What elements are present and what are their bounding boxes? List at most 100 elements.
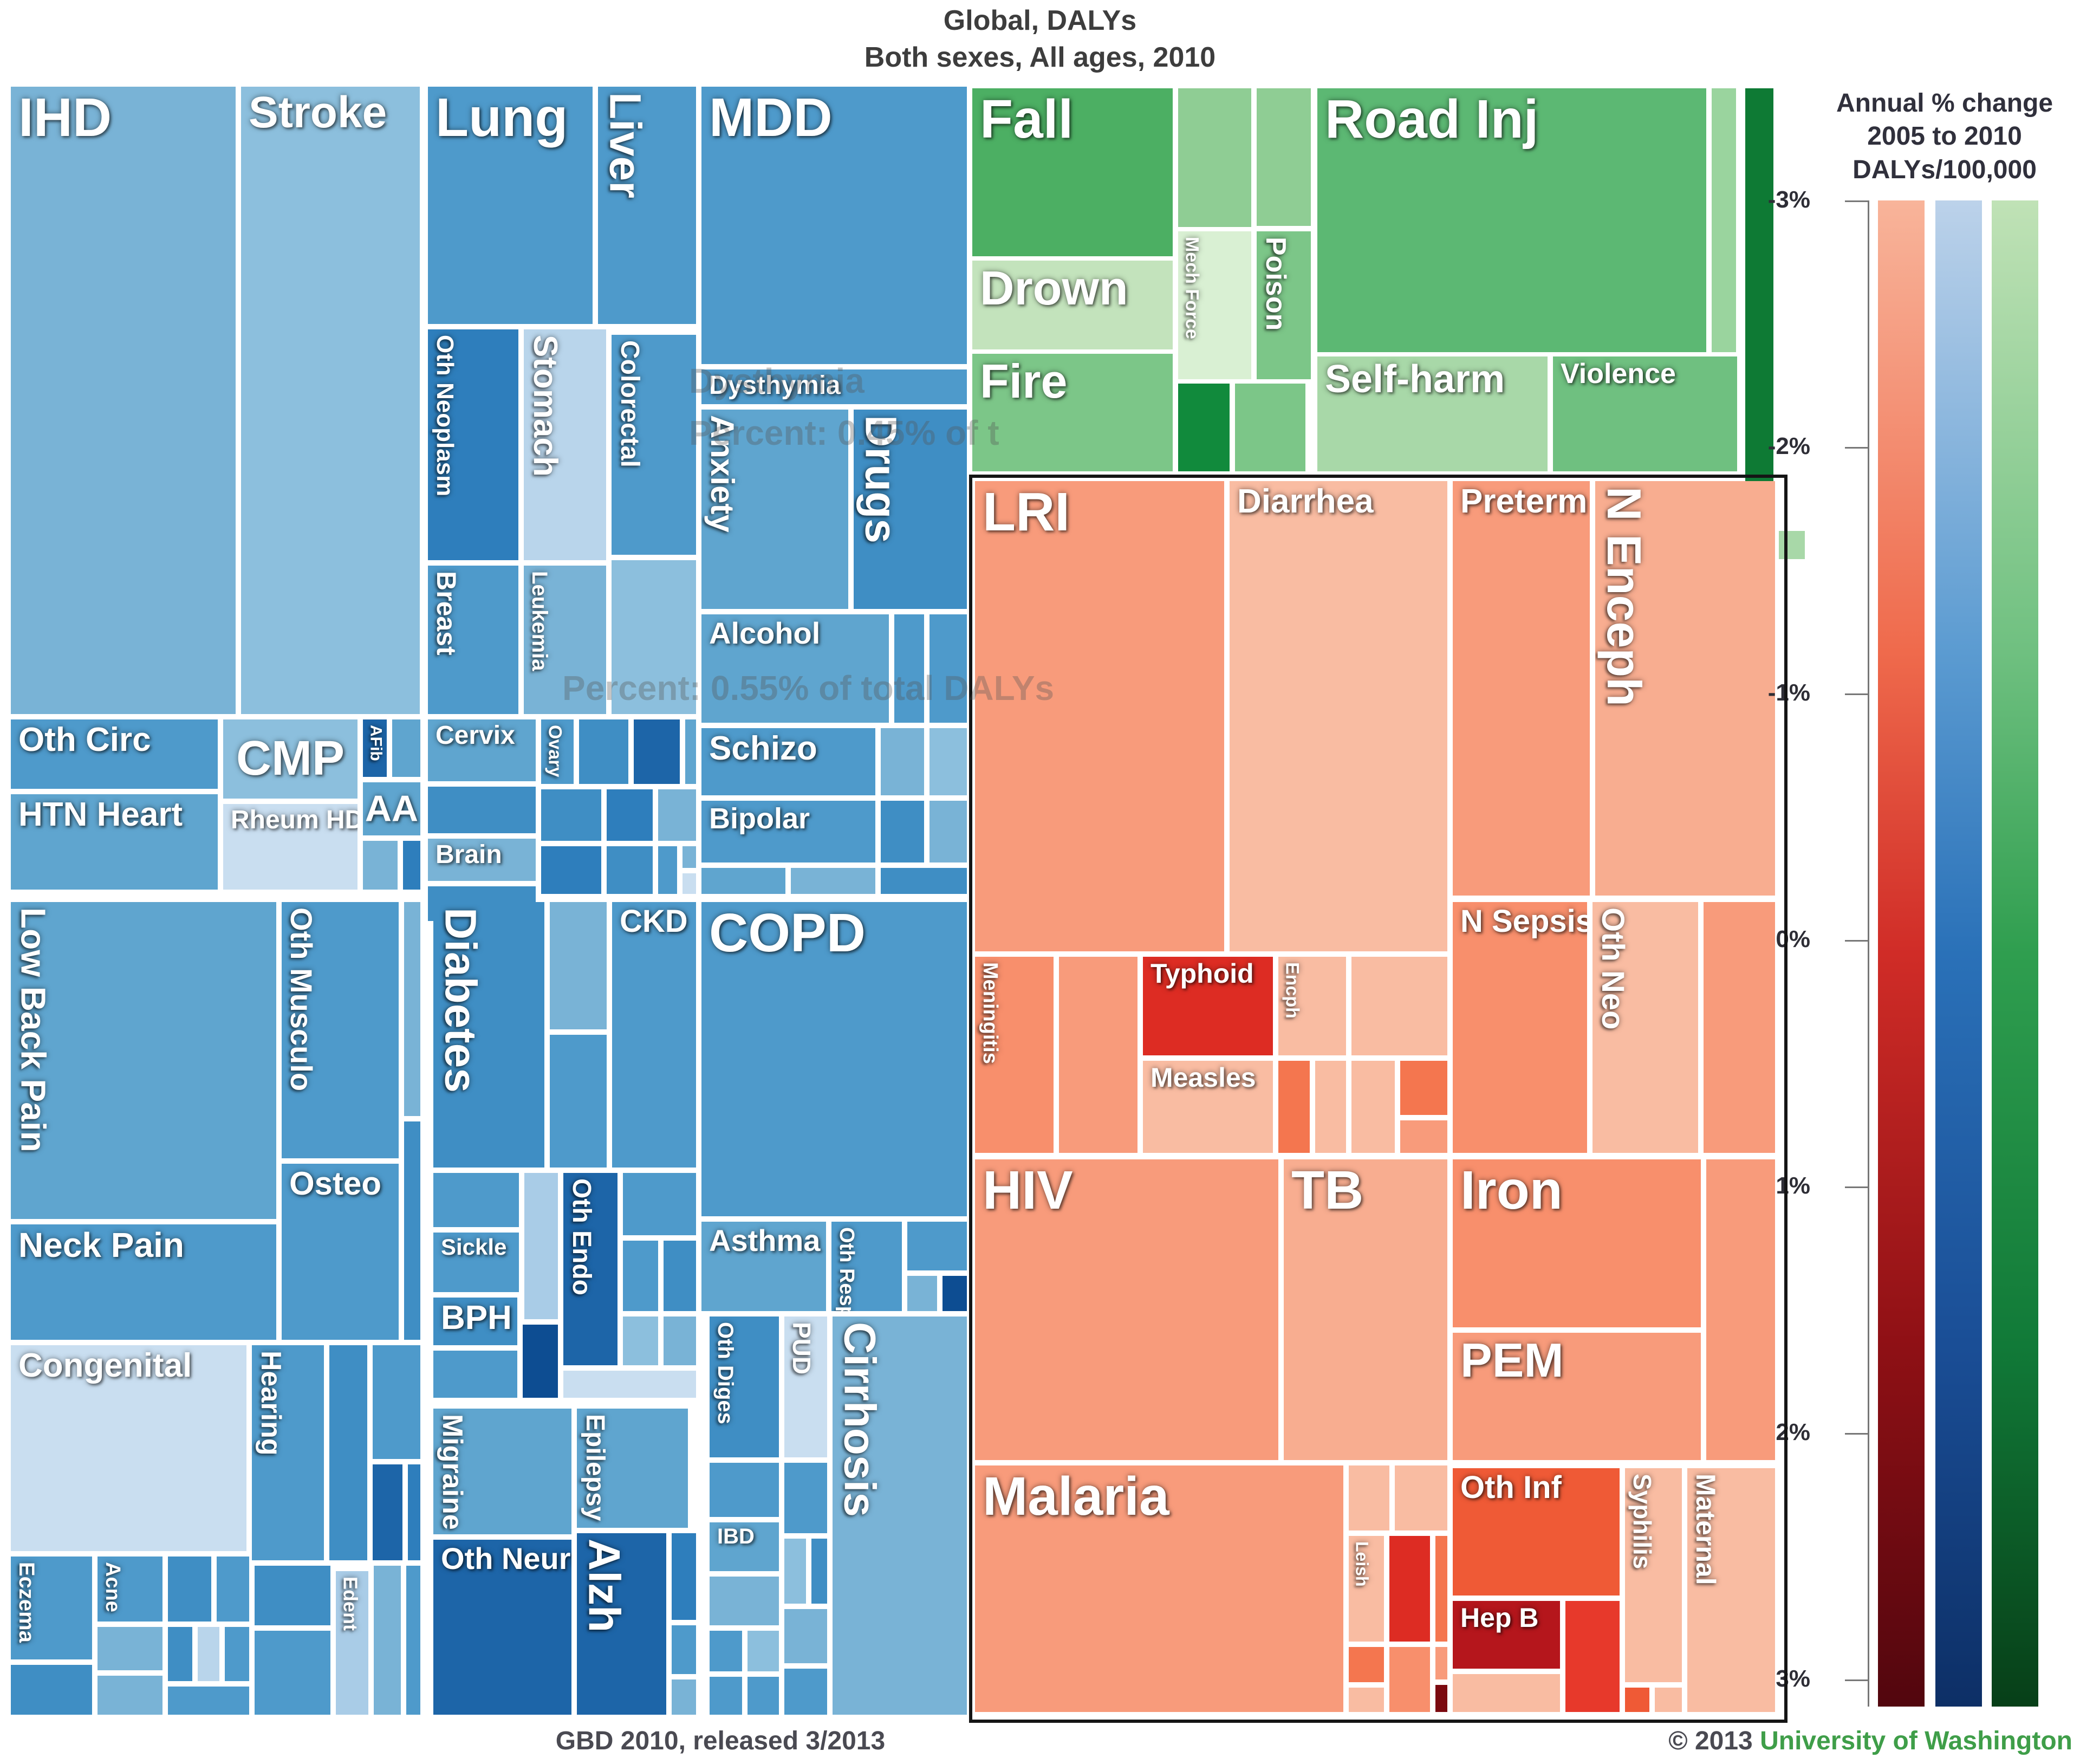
treemap-cell-self-harm[interactable]: Self-harm <box>1317 356 1548 471</box>
treemap-cell-measles[interactable]: Measles <box>1143 1061 1273 1153</box>
treemap-cell-maternal[interactable]: Maternal <box>1687 1468 1775 1712</box>
treemap-cell-pud[interactable]: PUD <box>784 1316 827 1457</box>
treemap-cell[interactable] <box>710 1631 742 1671</box>
treemap-cell-oth-endo[interactable]: Oth Endo <box>563 1173 618 1365</box>
treemap-cell-ibd[interactable]: IBD <box>710 1522 779 1571</box>
treemap-cell[interactable] <box>1704 902 1775 1153</box>
treemap-cell-oth-neo[interactable]: Oth Neo <box>1592 902 1698 1153</box>
treemap-cell[interactable] <box>672 1679 696 1715</box>
treemap-cell-copd[interactable]: COPD <box>701 902 967 1216</box>
treemap-cell-oth-circ[interactable]: Oth Circ <box>11 719 218 789</box>
treemap-cell[interactable] <box>623 1173 696 1235</box>
treemap-cell[interactable] <box>406 1566 420 1715</box>
treemap-cell-afib[interactable]: AFib <box>363 719 387 777</box>
treemap-cell-oth-resp[interactable]: Oth Resp <box>831 1222 902 1311</box>
treemap-cell[interactable] <box>255 1631 330 1715</box>
treemap-cell-sickle[interactable]: Sickle <box>433 1233 519 1292</box>
treemap-cell[interactable] <box>881 801 924 862</box>
treemap-cell-mdd[interactable]: MDD <box>701 87 967 364</box>
treemap-cell[interactable] <box>1400 1061 1447 1115</box>
treemap-cell[interactable] <box>404 902 420 1116</box>
treemap-cell[interactable] <box>791 868 875 894</box>
treemap-cell[interactable] <box>1400 1120 1447 1153</box>
treemap-cell-hearing[interactable]: Hearing <box>252 1345 324 1560</box>
treemap-cell-pem[interactable]: PEM <box>1453 1333 1701 1460</box>
treemap-cell[interactable] <box>403 841 420 890</box>
treemap-cell[interactable] <box>1706 1159 1775 1460</box>
treemap-cell-ckd[interactable]: CKD <box>612 902 696 1168</box>
treemap-cell[interactable] <box>550 1035 607 1168</box>
treemap-cell[interactable] <box>929 801 967 862</box>
treemap-cell-tb[interactable]: TB <box>1284 1159 1447 1460</box>
treemap-cell-mech-force[interactable]: Mech Force <box>1178 231 1251 379</box>
treemap-cell[interactable] <box>929 614 967 723</box>
treemap-cell[interactable] <box>658 789 696 841</box>
treemap-cell-aa[interactable]: AA <box>363 782 420 835</box>
treemap-cell[interactable] <box>784 1463 827 1533</box>
treemap-cell[interactable] <box>1625 1688 1649 1712</box>
treemap-cell-low-back-pain[interactable]: Low Back Pain <box>11 902 276 1219</box>
treemap-cell[interactable] <box>541 789 601 841</box>
treemap-cell-malaria[interactable]: Malaria <box>975 1465 1343 1712</box>
treemap-cell-ovary[interactable]: Ovary <box>541 719 574 784</box>
treemap-cell[interactable] <box>748 1631 779 1671</box>
treemap-cell[interactable] <box>710 1463 779 1517</box>
treemap-cell[interactable] <box>1745 88 1773 527</box>
treemap-cell[interactable] <box>1235 384 1305 471</box>
treemap-cell-htn-heart[interactable]: HTN Heart <box>11 794 218 890</box>
treemap-cell[interactable] <box>579 719 628 784</box>
treemap-cell[interactable] <box>255 1566 330 1625</box>
treemap-cell-lung[interactable]: Lung <box>428 87 593 324</box>
treemap-cell[interactable] <box>563 1371 696 1398</box>
treemap-cell[interactable] <box>907 1276 937 1311</box>
treemap-cell[interactable] <box>217 1557 249 1622</box>
treemap-cell[interactable] <box>1779 531 1805 559</box>
treemap-cell[interactable] <box>682 873 696 894</box>
treemap-cell-migraine[interactable]: Migraine <box>433 1409 571 1534</box>
treemap-cell[interactable] <box>433 1351 517 1398</box>
treemap-cell[interactable] <box>881 728 924 795</box>
treemap-cell[interactable] <box>682 846 696 868</box>
treemap-cell[interactable] <box>672 1625 696 1674</box>
treemap-cell-leish[interactable]: Leish <box>1349 1536 1384 1642</box>
treemap-cell[interactable] <box>98 1676 162 1715</box>
treemap-cell-syphilis[interactable]: Syphilis <box>1625 1468 1682 1682</box>
treemap-cell[interactable] <box>658 846 677 894</box>
treemap-cell-oth-musculo[interactable]: Oth Musculo <box>282 902 399 1158</box>
treemap-cell-acne[interactable]: Acne <box>98 1557 162 1622</box>
treemap-cell[interactable] <box>710 1677 742 1715</box>
treemap-cell[interactable] <box>710 1577 779 1625</box>
treemap-cell[interactable] <box>784 1609 827 1663</box>
treemap-cell-ihd[interactable]: IHD <box>11 87 236 714</box>
treemap-cell-eczema[interactable]: Eczema <box>11 1557 92 1659</box>
treemap-cell-anxiety[interactable]: Anxiety <box>701 410 848 609</box>
treemap-cell[interactable] <box>623 1241 658 1311</box>
treemap-cell[interactable] <box>329 1345 367 1560</box>
treemap-cell-poison[interactable]: Poison <box>1257 231 1311 379</box>
treemap-cell[interactable] <box>1351 957 1447 1055</box>
treemap-cell[interactable] <box>701 868 785 894</box>
treemap-cell[interactable] <box>433 1173 519 1227</box>
treemap-cell-encph[interactable]: Encph <box>1278 957 1346 1055</box>
treemap-cell[interactable] <box>1435 1536 1447 1642</box>
treemap-cell-osteo[interactable]: Osteo <box>282 1164 399 1340</box>
treemap-cell[interactable] <box>524 1173 558 1319</box>
treemap-cell-colorectal[interactable]: Colorectal <box>612 335 696 555</box>
treemap-cell-breast[interactable]: Breast <box>428 566 518 714</box>
treemap-cell[interactable] <box>811 1539 827 1604</box>
treemap-cell-dysthymia[interactable]: Dysthymia <box>701 369 967 404</box>
treemap-cell-fall[interactable]: Fall <box>972 88 1173 256</box>
treemap-cell[interactable] <box>1712 88 1736 352</box>
treemap-cell[interactable] <box>408 1464 420 1560</box>
treemap-cell[interactable] <box>550 902 607 1029</box>
treemap-cell-preterm[interactable]: Preterm <box>1453 481 1590 896</box>
treemap-cell[interactable] <box>1178 88 1251 227</box>
treemap-cell[interactable] <box>168 1557 211 1622</box>
treemap-cell-diarrhea[interactable]: Diarrhea <box>1230 481 1447 951</box>
treemap-cell[interactable] <box>1389 1647 1430 1712</box>
treemap-cell-schizo[interactable]: Schizo <box>701 728 875 795</box>
treemap-cell[interactable] <box>168 1687 249 1715</box>
treemap-cell[interactable] <box>1059 957 1138 1153</box>
treemap-cell[interactable] <box>685 719 696 784</box>
treemap-cell[interactable] <box>672 1533 696 1620</box>
